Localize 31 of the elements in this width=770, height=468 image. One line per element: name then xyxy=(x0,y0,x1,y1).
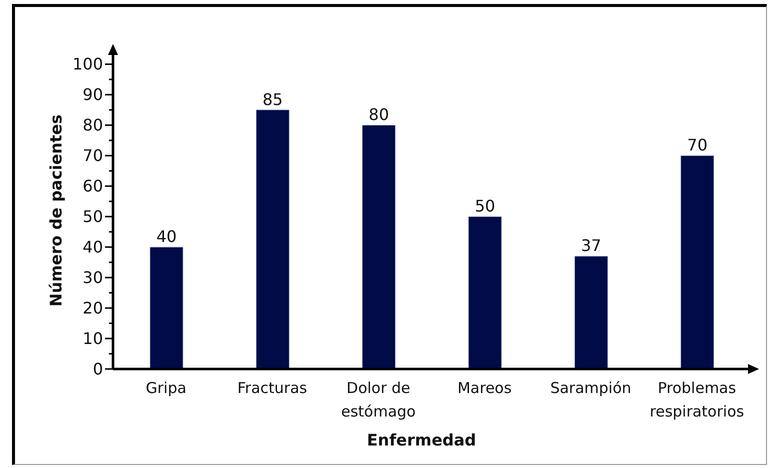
data-label: 40 xyxy=(156,227,177,246)
y-tick-label: 80 xyxy=(82,116,103,135)
y-tick-label: 40 xyxy=(82,238,103,257)
bar xyxy=(680,155,714,369)
bar xyxy=(256,110,290,369)
y-tick-label: 100 xyxy=(72,54,103,74)
y-tick-label: 20 xyxy=(82,298,103,318)
data-label: 80 xyxy=(368,105,390,124)
y-axis-title: Número de pacientes xyxy=(46,114,66,307)
bar xyxy=(150,246,184,369)
y-tick-label: 70 xyxy=(82,146,103,166)
y-tick-label: 60 xyxy=(82,176,103,196)
x-tick-label: Dolor de estómago xyxy=(341,379,416,420)
bar xyxy=(468,216,502,369)
bar xyxy=(574,256,608,369)
y-tick-label: 10 xyxy=(82,329,103,348)
x-axis-title: Enfermedad xyxy=(366,430,476,450)
x-tick-label: Fracturas xyxy=(237,379,308,397)
data-label: 37 xyxy=(580,236,602,256)
x-tick-label: Gripa xyxy=(146,379,186,397)
x-tick-label: Problemas respiratorios xyxy=(650,379,744,420)
data-label: 50 xyxy=(474,196,496,216)
bar xyxy=(362,124,396,369)
x-tick-label: Sarampión xyxy=(550,379,632,397)
y-tick-label: 30 xyxy=(82,268,103,288)
data-label: 70 xyxy=(687,136,708,155)
y-tick-label: 90 xyxy=(82,85,103,104)
y-tick-label: 0 xyxy=(92,360,103,378)
data-label: 85 xyxy=(262,90,283,109)
x-tick-label: Mareos xyxy=(457,379,512,397)
y-tick-label: 50 xyxy=(82,207,103,226)
